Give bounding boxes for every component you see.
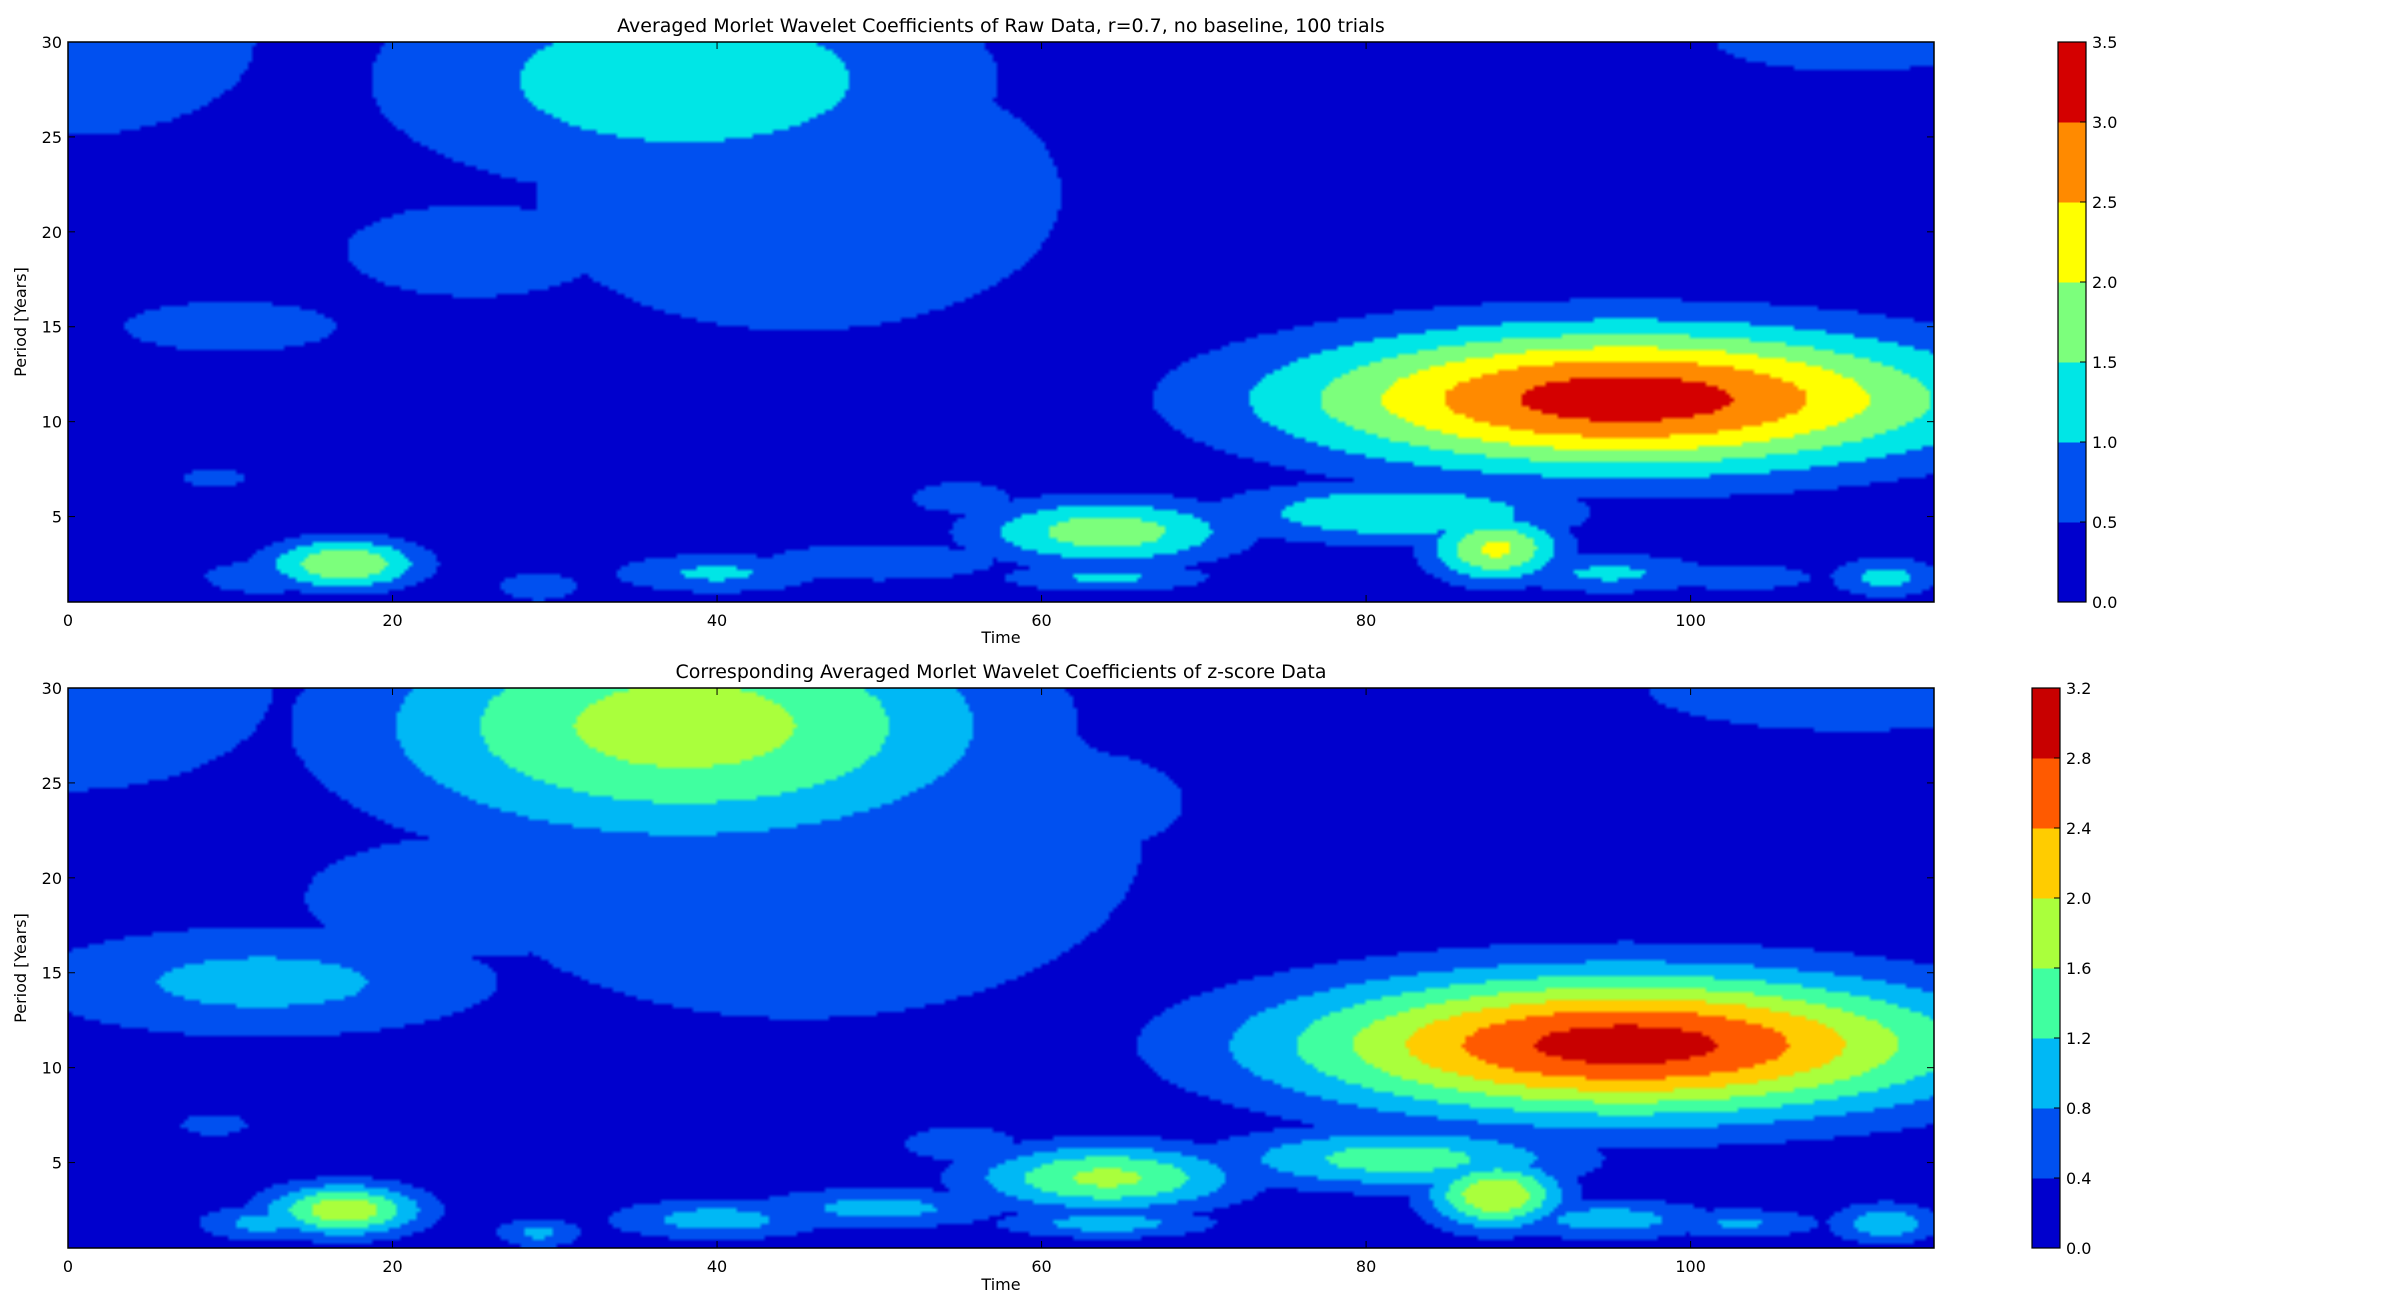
y-tick-label: 5: [52, 1154, 62, 1173]
y-tick-label: 15: [42, 964, 62, 983]
colorbar-tick-label: 3.5: [2092, 33, 2117, 52]
colorbar-segment: [2032, 1178, 2060, 1249]
chart-title: Corresponding Averaged Morlet Wavelet Co…: [675, 661, 1326, 683]
colorbar-tick-label: 2.0: [2066, 889, 2091, 908]
x-tick-label: 20: [382, 1257, 402, 1276]
x-axis-label: Time: [980, 1275, 1020, 1294]
x-axis-label: Time: [980, 628, 1020, 647]
x-tick-label: 100: [1675, 1257, 1706, 1276]
colorbar-tick-label: 0.8: [2066, 1099, 2091, 1118]
colorbar-segment: [2032, 968, 2060, 1039]
colorbar-frame: [2057, 41, 2087, 603]
colorbar-tick-label: 0.0: [2066, 1239, 2091, 1258]
colorbar-tick-label: 2.4: [2066, 819, 2091, 838]
colorbar-segment: [2032, 828, 2060, 899]
colorbar: 0.0 0.4 0.8 1.2 1.6 2.0 2.4 2.8 3.2: [2031, 679, 2091, 1258]
wavelet-heatmap: [68, 688, 1934, 1248]
y-tick-label: 30: [42, 33, 62, 52]
colorbar-segment: [2058, 282, 2086, 363]
y-tick-label: 30: [42, 679, 62, 698]
y-axis: 5 10 15 20 25 30: [42, 33, 1934, 527]
x-tick-label: 80: [1356, 1257, 1376, 1276]
x-axis: 0 20 40 60 80 100: [63, 42, 1706, 630]
colorbar-tick-label: 1.6: [2066, 959, 2091, 978]
x-tick-label: 0: [63, 1257, 73, 1276]
x-tick-label: 20: [382, 611, 402, 630]
x-tick-label: 80: [1356, 611, 1376, 630]
colorbar-segment: [2058, 442, 2086, 523]
y-tick-label: 20: [42, 223, 62, 242]
wavelet-heatmap: [68, 42, 1934, 602]
plot-frame: [67, 687, 1935, 1249]
y-axis-label: Period [Years]: [11, 913, 30, 1023]
x-tick-label: 60: [1031, 1257, 1051, 1276]
x-tick-label: 40: [707, 611, 727, 630]
y-axis: 5 10 15 20 25 30: [42, 679, 1934, 1173]
colorbar: 0.0 0.5 1.0 1.5 2.0 2.5 3.0 3.5: [2057, 33, 2117, 612]
x-axis: 0 20 40 60 80 100: [63, 688, 1706, 1276]
chart-raw-data: Averaged Morlet Wavelet Coefficients of …: [11, 15, 2117, 647]
y-axis-label: Period [Years]: [11, 267, 30, 377]
colorbar-segment: [2058, 42, 2086, 123]
colorbar-tick-label: 2.8: [2066, 749, 2091, 768]
colorbar-tick-label: 0.0: [2092, 593, 2117, 612]
colorbar-segment: [2032, 898, 2060, 969]
colorbar-tick-label: 1.2: [2066, 1029, 2091, 1048]
x-tick-label: 40: [707, 1257, 727, 1276]
colorbar-segment: [2058, 122, 2086, 203]
colorbar-tick-label: 2.5: [2092, 193, 2117, 212]
y-tick-label: 10: [42, 1059, 62, 1078]
chart-zscore-data: Corresponding Averaged Morlet Wavelet Co…: [11, 661, 2091, 1294]
y-tick-label: 5: [52, 508, 62, 527]
chart-title: Averaged Morlet Wavelet Coefficients of …: [617, 15, 1385, 37]
colorbar-tick-label: 0.5: [2092, 513, 2117, 532]
colorbar-segment: [2032, 688, 2060, 759]
x-tick-label: 60: [1031, 611, 1051, 630]
colorbar-tick-label: 1.0: [2092, 433, 2117, 452]
colorbar-tick-label: 3.2: [2066, 679, 2091, 698]
colorbar-segment: [2058, 202, 2086, 283]
colorbar-tick-label: 2.0: [2092, 273, 2117, 292]
y-tick-label: 15: [42, 318, 62, 337]
colorbar-segment: [2058, 362, 2086, 443]
x-tick-label: 0: [63, 611, 73, 630]
colorbar-tick-label: 1.5: [2092, 353, 2117, 372]
colorbar-segment: [2032, 758, 2060, 829]
colorbar-segment: [2058, 522, 2086, 603]
y-tick-label: 10: [42, 413, 62, 432]
colorbar-segment: [2032, 1108, 2060, 1179]
y-tick-label: 20: [42, 869, 62, 888]
y-tick-label: 25: [42, 774, 62, 793]
colorbar-tick-label: 0.4: [2066, 1169, 2091, 1188]
x-tick-label: 100: [1675, 611, 1706, 630]
plot-frame: [67, 41, 1935, 603]
colorbar-tick-label: 3.0: [2092, 113, 2117, 132]
colorbar-segment: [2032, 1038, 2060, 1109]
y-tick-label: 25: [42, 128, 62, 147]
